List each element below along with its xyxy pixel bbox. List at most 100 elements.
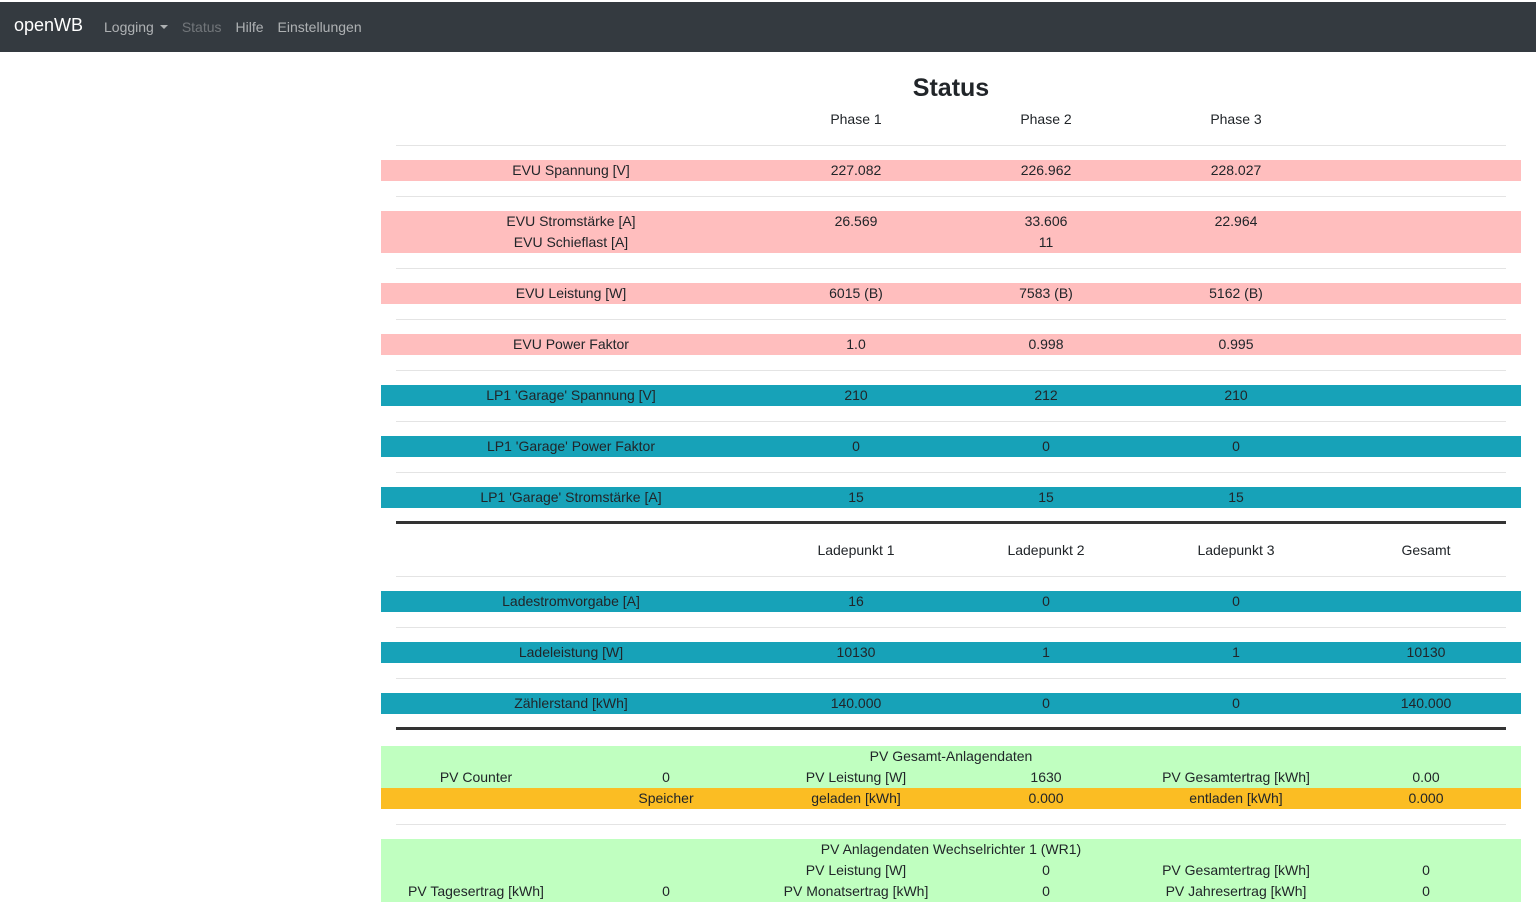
row-divider	[396, 421, 1506, 422]
data-row: LP1 'Garage' Spannung [V] 210 212 210	[381, 385, 1521, 406]
brand[interactable]: openWB	[14, 15, 84, 35]
navbar: openWB Logging Status Hilfe Einstellunge…	[0, 2, 1536, 52]
row-label: EVU Stromstärke [A]	[506, 213, 636, 229]
column-header: Phase 1	[830, 111, 882, 127]
row-value: 10130	[836, 644, 876, 660]
data-group: Ladeleistung [W] 10130 1 1 10130	[381, 642, 1521, 663]
pv-title-row: PV Gesamt-Anlagendaten	[381, 746, 1521, 767]
pv-label: PV Leistung [W]	[805, 862, 907, 878]
data-row: EVU Stromstärke [A] 26.569 33.606 22.964	[381, 211, 1521, 232]
header-row: Ladepunkt 1 Ladepunkt 2 Ladepunkt 3 Gesamt	[381, 540, 1521, 561]
row-value: 0	[1042, 695, 1050, 711]
pv-value: 0	[1422, 883, 1430, 899]
data-group: Ladestromvorgabe [A] 16 0 0	[381, 591, 1521, 612]
pv-value: Speicher	[638, 790, 694, 806]
data-group: EVU Stromstärke [A] 26.569 33.606 22.964 EVU…	[381, 211, 1521, 253]
pv-label: PV Monatsertrag [kWh]	[783, 883, 929, 899]
data-group: LP1 'Garage' Stromstärke [A] 15 15 15	[381, 487, 1521, 508]
row-value: 1	[1232, 644, 1240, 660]
data-group: LP1 'Garage' Spannung [V] 210 212 210	[381, 385, 1521, 406]
pv-value: 1630	[1030, 769, 1062, 785]
data-group: EVU Leistung [W] 6015 (B) 7583 (B) 5162 (B)	[381, 283, 1521, 304]
data-row: EVU Leistung [W] 6015 (B) 7583 (B) 5162 (B)	[381, 283, 1521, 304]
row-value: 1	[1042, 644, 1050, 660]
row-divider	[396, 472, 1506, 473]
row-divider	[396, 319, 1506, 320]
nav-einstellungen[interactable]: Einstellungen	[277, 19, 362, 35]
row-value: 10130	[1406, 644, 1446, 660]
data-row: LP1 'Garage' Stromstärke [A] 15 15 15	[381, 487, 1521, 508]
nav-status[interactable]: Status	[181, 19, 222, 35]
row-value: 1.0	[846, 336, 866, 352]
column-header: Gesamt	[1401, 542, 1451, 558]
section-divider	[396, 727, 1506, 730]
row-label: EVU Spannung [V]	[512, 162, 630, 178]
row-value: 0	[1232, 593, 1240, 609]
column-header: Ladepunkt 2	[1007, 542, 1085, 558]
nav-logging[interactable]: Logging	[104, 19, 168, 35]
row-label: LP1 'Garage' Power Faktor	[487, 438, 655, 454]
pv-value: 0	[662, 769, 670, 785]
row-value: 22.964	[1214, 213, 1258, 229]
row-value: 26.569	[834, 213, 878, 229]
pv-label: entladen [kWh]	[1189, 790, 1283, 806]
row-label: EVU Power Faktor	[513, 336, 629, 352]
pv-block: PV Anlagendaten Wechselrichter 1 (WR1) PV…	[381, 839, 1521, 902]
row-value: 15	[1228, 489, 1244, 505]
row-divider	[396, 678, 1506, 679]
row-value: 33.606	[1024, 213, 1068, 229]
pv-value: 0	[662, 883, 670, 899]
row-label: LP1 'Garage' Spannung [V]	[486, 387, 656, 403]
pv-row: PV Leistung [W] 0 PV Gesamtertrag [kWh] 0	[381, 860, 1521, 881]
pv-label: PV Tagesertrag [kWh]	[408, 883, 544, 899]
row-value: 140.000	[830, 695, 882, 711]
data-row: EVU Spannung [V] 227.082 226.962 228.027	[381, 160, 1521, 181]
data-row: LP1 'Garage' Power Faktor 0 0 0	[381, 436, 1521, 457]
column-header: Ladepunkt 3	[1197, 542, 1275, 558]
data-group: EVU Spannung [V] 227.082 226.962 228.027	[381, 160, 1521, 181]
row-value: 0	[1042, 593, 1050, 609]
row-value: 15	[1038, 489, 1054, 505]
pv-title-row: PV Anlagendaten Wechselrichter 1 (WR1)	[381, 839, 1521, 860]
row-value: 0.998	[1028, 336, 1064, 352]
row-value: 212	[1034, 387, 1058, 403]
row-label: EVU Schieflast [A]	[513, 234, 629, 250]
pv-value: 0	[1042, 883, 1050, 899]
row-value: 210	[844, 387, 868, 403]
row-value: 6015 (B)	[829, 285, 883, 301]
row-value: 227.082	[830, 162, 882, 178]
column-header: Phase 3	[1210, 111, 1262, 127]
row-divider	[396, 370, 1506, 371]
row-label: Zählerstand [kWh]	[514, 695, 628, 711]
row-value: 0	[852, 438, 860, 454]
header-row: Phase 1 Phase 2 Phase 3	[381, 109, 1521, 130]
data-group: LP1 'Garage' Power Faktor 0 0 0	[381, 436, 1521, 457]
data-group: Zählerstand [kWh] 140.000 0 0 140.000	[381, 693, 1521, 714]
section-divider	[396, 521, 1506, 524]
data-row: EVU Schieflast [A] 11	[381, 232, 1521, 253]
row-value: 0.995	[1218, 336, 1254, 352]
column-header: Ladepunkt 1	[817, 542, 895, 558]
row-label: Ladestromvorgabe [A]	[502, 593, 640, 609]
column-header: Phase 2	[1020, 111, 1072, 127]
data-row: Ladeleistung [W] 10130 1 1 10130	[381, 642, 1521, 663]
row-value: 140.000	[1400, 695, 1452, 711]
row-divider	[396, 268, 1506, 269]
page-title: Status	[912, 74, 990, 102]
nav-links: Logging Status Hilfe Einstellungen	[104, 19, 362, 35]
nav-hilfe[interactable]: Hilfe	[235, 19, 264, 35]
pv-label: geladen [kWh]	[811, 790, 901, 806]
row-label: Ladeleistung [W]	[518, 644, 624, 660]
row-value: 15	[848, 489, 864, 505]
pv-label: PV Jahresertrag [kWh]	[1165, 883, 1307, 899]
data-row: EVU Power Faktor 1.0 0.998 0.995	[381, 334, 1521, 355]
data-row: Zählerstand [kWh] 140.000 0 0 140.000	[381, 693, 1521, 714]
pv-label: PV Leistung [W]	[805, 769, 907, 785]
row-value: 7583 (B)	[1019, 285, 1073, 301]
row-divider	[396, 576, 1506, 577]
pv-title: PV Anlagendaten Wechselrichter 1 (WR1)	[820, 841, 1082, 857]
row-value: 0	[1232, 438, 1240, 454]
row-divider	[396, 196, 1506, 197]
row-value: 5162 (B)	[1209, 285, 1263, 301]
